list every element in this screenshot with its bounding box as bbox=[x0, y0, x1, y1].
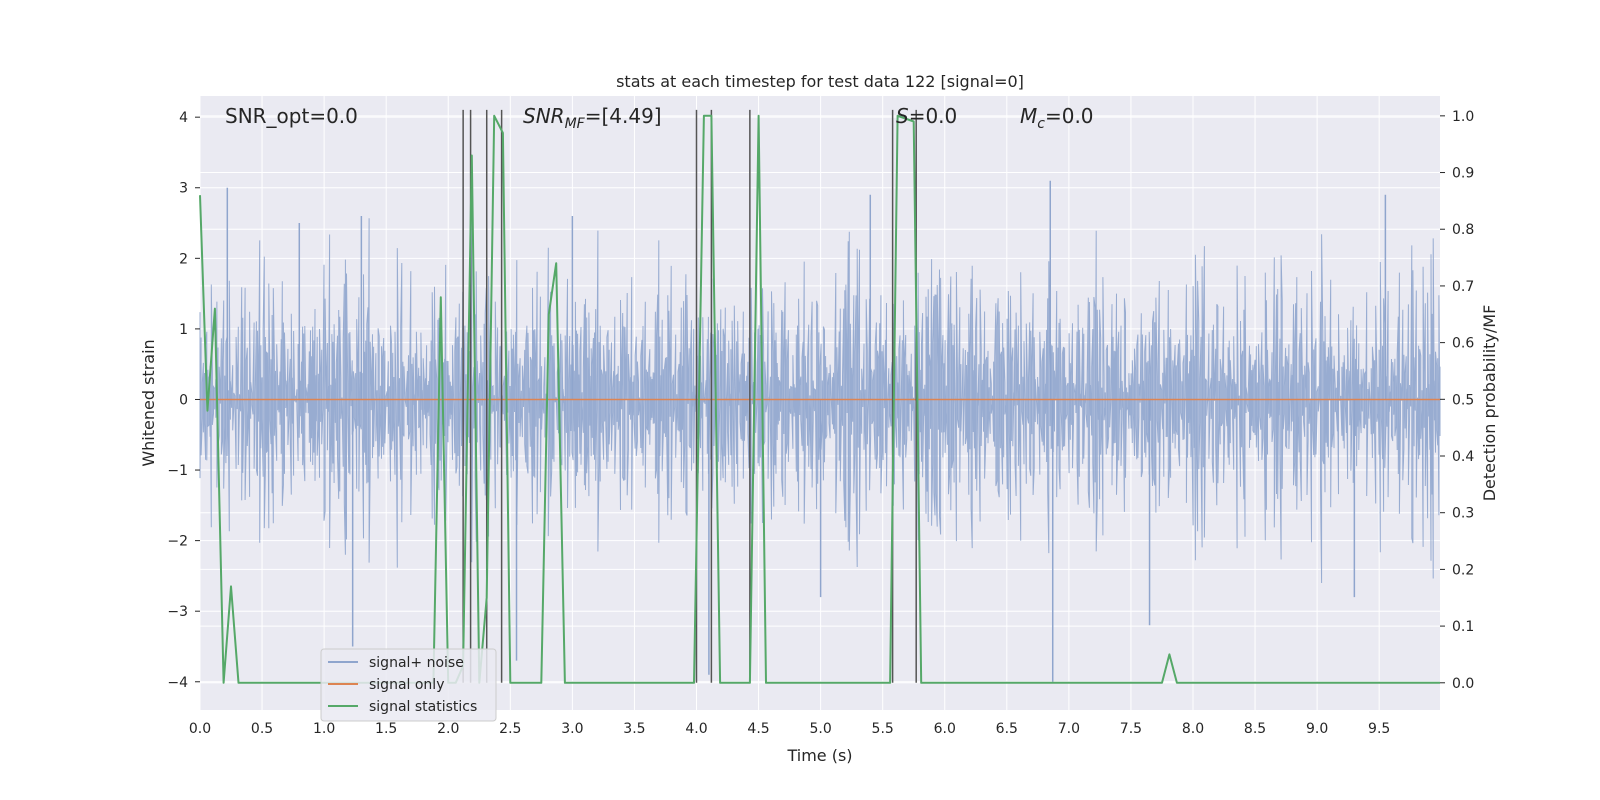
tick-labels: 0.0 0.5 1.0 1.5 2.0 2.5 3.0 3.5 4.0 4.5 5.0 5.5 6.0 6… bbox=[167, 109, 1474, 737]
mc-sub: c bbox=[1037, 116, 1045, 132]
y-tick-label-right: 0.2 bbox=[1452, 562, 1474, 578]
x-tick-label: 1.0 bbox=[313, 721, 335, 737]
y-tick-label-right: 0.9 bbox=[1452, 166, 1474, 182]
y-tick-label-left: 3 bbox=[179, 181, 188, 197]
snr-mf-annotation: SNRMF=[4.49] bbox=[523, 104, 662, 132]
snr-mf-sub: MF bbox=[565, 116, 586, 132]
x-tick-label: 8.0 bbox=[1182, 721, 1204, 737]
x-tick-label: 5.0 bbox=[809, 721, 831, 737]
s-base: S bbox=[896, 104, 909, 128]
y-right-axis-label: Detection probability/MF bbox=[1480, 305, 1499, 502]
x-tick-label: 3.0 bbox=[561, 721, 583, 737]
y-tick-label-right: 0.4 bbox=[1452, 449, 1474, 465]
y-tick-label-left: 2 bbox=[179, 251, 188, 267]
legend-label-noise: signal+ noise bbox=[369, 655, 464, 671]
snr-mf-value: =[4.49] bbox=[585, 104, 662, 128]
x-tick-label: 7.0 bbox=[1058, 721, 1080, 737]
y-tick-label-right: 0.8 bbox=[1452, 222, 1474, 238]
mc-base: M bbox=[1020, 104, 1037, 128]
legend-box bbox=[320, 648, 497, 722]
y-tick-label-right: 0.5 bbox=[1452, 392, 1474, 408]
chart-title: stats at each timestep for test data 122… bbox=[616, 72, 1024, 91]
x-axis-label: Time (s) bbox=[786, 746, 852, 765]
y-axis-label: Whitened strain bbox=[139, 339, 158, 466]
x-tick-label: 0.5 bbox=[251, 721, 273, 737]
legend: signal+ noise signal only signal statist… bbox=[320, 648, 497, 722]
y-tick-label-left: 0 bbox=[179, 392, 188, 408]
y-tick-label-left: 4 bbox=[179, 110, 188, 126]
x-tick-label: 2.0 bbox=[437, 721, 459, 737]
s-annotation: S=0.0 bbox=[896, 104, 957, 128]
x-tick-label: 6.5 bbox=[996, 721, 1018, 737]
y-tick-label-right: 0.0 bbox=[1452, 676, 1474, 692]
x-tick-label: 7.5 bbox=[1120, 721, 1142, 737]
x-tick-label: 6.0 bbox=[934, 721, 956, 737]
mc-value: =0.0 bbox=[1045, 104, 1094, 128]
x-tick-label: 8.5 bbox=[1244, 721, 1266, 737]
y-tick-label-left: −2 bbox=[167, 534, 188, 550]
y-tick-label-right: 0.3 bbox=[1452, 506, 1474, 522]
legend-label-signal: signal only bbox=[369, 677, 444, 693]
s-value: =0.0 bbox=[909, 104, 958, 128]
y-tick-label-left: −4 bbox=[167, 675, 188, 691]
x-tick-label: 2.5 bbox=[499, 721, 521, 737]
x-tick-label: 4.5 bbox=[747, 721, 769, 737]
x-tick-label: 9.0 bbox=[1306, 721, 1328, 737]
snr-mf-base: SNR bbox=[523, 104, 565, 128]
y-tick-label-left: −3 bbox=[167, 604, 188, 620]
y-tick-label-left: −1 bbox=[167, 463, 188, 479]
mc-annotation: Mc=0.0 bbox=[1020, 104, 1094, 132]
x-tick-label: 3.5 bbox=[623, 721, 645, 737]
x-tick-label: 1.5 bbox=[375, 721, 397, 737]
x-tick-label: 9.5 bbox=[1368, 721, 1390, 737]
y-tick-label-right: 0.7 bbox=[1452, 279, 1474, 295]
y-tick-label-left: 1 bbox=[179, 322, 188, 338]
y-tick-label-right: 1.0 bbox=[1452, 109, 1474, 125]
x-tick-label: 5.5 bbox=[872, 721, 894, 737]
signal-noise-series bbox=[199, 180, 1441, 682]
y-tick-label-right: 0.6 bbox=[1452, 336, 1474, 352]
x-tick-label: 4.0 bbox=[685, 721, 707, 737]
y-tick-label-right: 0.1 bbox=[1452, 619, 1474, 635]
legend-label-statistics: signal statistics bbox=[369, 699, 477, 715]
x-tick-label: 0.0 bbox=[189, 721, 211, 737]
snr-opt-annotation: SNR_opt=0.0 bbox=[225, 104, 358, 128]
